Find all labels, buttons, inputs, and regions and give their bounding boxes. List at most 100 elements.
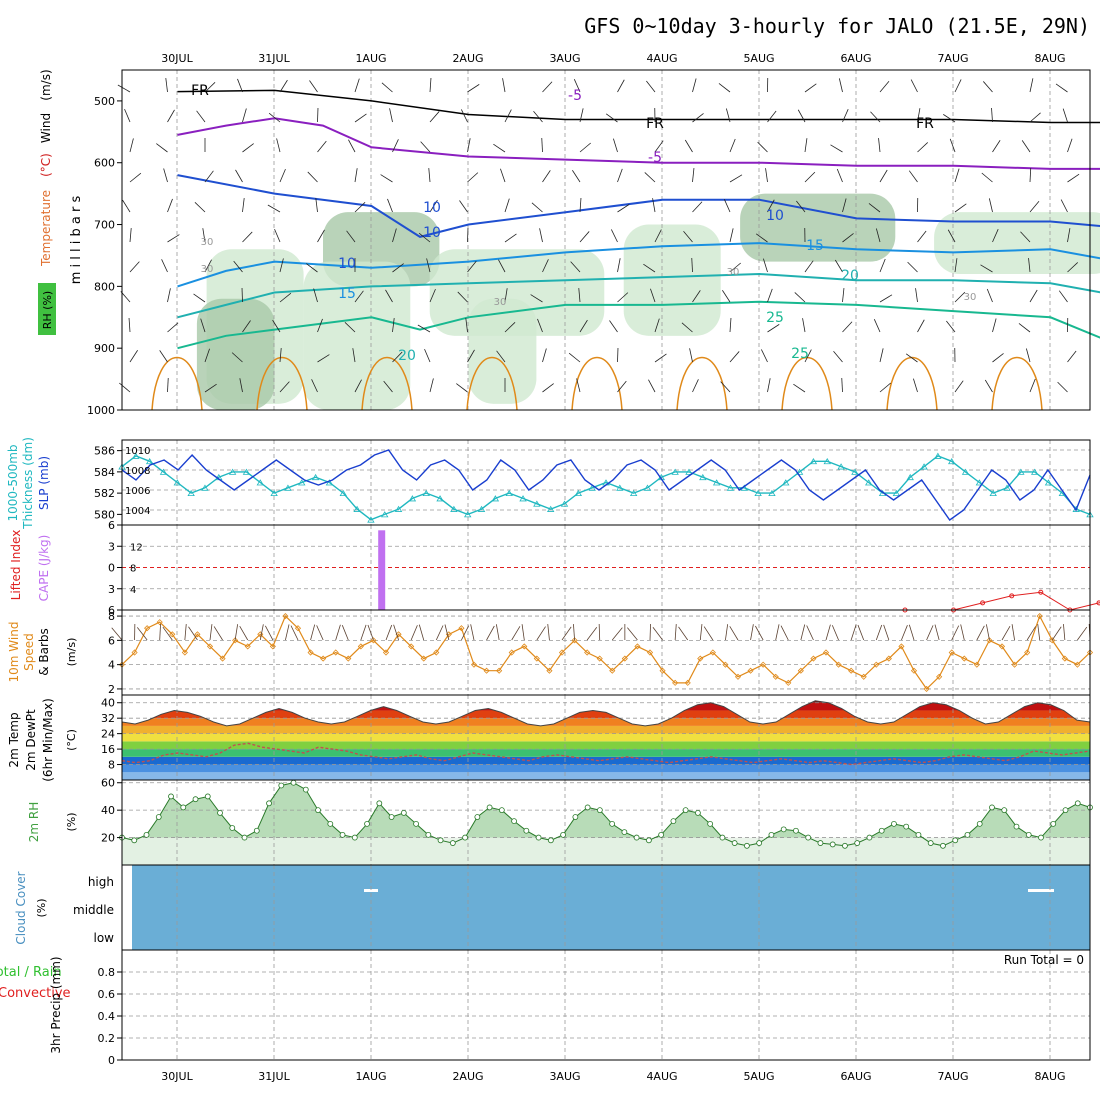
wind-speed-point (332, 649, 339, 656)
wind-barb (461, 109, 468, 123)
wind-barb (1062, 108, 1068, 123)
wind-barb (354, 290, 364, 303)
wind-barb (954, 291, 966, 303)
rh2m-point (351, 834, 358, 841)
surface-wind-barb (901, 625, 908, 641)
wind-barb (274, 228, 281, 243)
minmax-axis-label: (6hr Min/Max) (41, 698, 55, 782)
wind-barb (991, 108, 993, 123)
wind-speed-point (1011, 661, 1018, 668)
wind-barb (504, 233, 517, 243)
rh2m-point (878, 827, 885, 834)
surface-wind-barb (725, 624, 729, 641)
surface-wind-barb (586, 626, 598, 641)
surface-wind-barb (1077, 626, 1088, 641)
wind-barb (493, 143, 506, 153)
surface-wind-barb (435, 625, 444, 641)
date-label-bottom: 5AUG (743, 1070, 774, 1083)
cloud-cover-fill (132, 865, 1090, 950)
wind-barb (617, 168, 623, 183)
wind-barb (533, 111, 543, 123)
wind10m-speed-label: Speed (22, 633, 36, 671)
rh2m-point (498, 807, 505, 814)
cape-bar (378, 530, 386, 610)
wind-speed-point (294, 625, 302, 632)
temperature-line (121, 700, 1091, 727)
panel-frame-upper (121, 69, 1091, 411)
wind-barb (204, 348, 210, 363)
wind-barb (313, 288, 318, 303)
rh-shade (196, 298, 275, 410)
thickness-point (1030, 468, 1039, 475)
rh2m-point (596, 807, 603, 814)
wind-barb (1067, 262, 1079, 273)
panel-frame-wind (121, 609, 1091, 696)
wind-unit-label: (m/s) (39, 69, 53, 100)
wind-barb (905, 353, 918, 363)
rh2m-point (511, 818, 518, 825)
surface-wind-barb (627, 627, 638, 641)
wind-barb (613, 138, 618, 153)
wind-barb (579, 198, 582, 213)
wind-barb (1058, 290, 1068, 303)
wind-barb (729, 262, 741, 273)
surface-wind-barb (259, 624, 264, 641)
rh2m-point (535, 834, 542, 841)
wind-barb (129, 228, 132, 243)
precip-total-label: Total / Rain (0, 965, 62, 980)
thickness-point (546, 505, 555, 512)
wind-speed-point (998, 643, 1006, 650)
wind-speed-point (144, 625, 151, 632)
wind-speed-point (797, 667, 804, 674)
wind-barb (729, 174, 743, 183)
thickness-point (961, 468, 970, 475)
thickness-tick-label: 582 (94, 487, 115, 500)
thickness-point (533, 500, 541, 507)
contour-label: FR (646, 116, 664, 132)
wind-barb (617, 204, 630, 213)
thickness-point (284, 484, 292, 491)
rh2m-point (609, 820, 616, 827)
rh-legend-swatch (38, 283, 56, 335)
wind-barb (392, 139, 399, 153)
wind-barb (542, 383, 554, 393)
wind-barb (242, 198, 245, 213)
wind-barb (387, 198, 393, 213)
wind-speed-point (936, 673, 943, 680)
rh2m-point (168, 793, 174, 800)
thickness-point (1003, 484, 1011, 491)
rh2m-point (1001, 807, 1008, 814)
thickness-point (187, 489, 195, 497)
contour-label: 25 (791, 346, 809, 362)
wind-barb (392, 263, 404, 273)
wind-speed-point (546, 667, 553, 674)
surface-wind-barb (850, 624, 857, 641)
rh2m-point (560, 831, 567, 838)
wind-barb (1067, 173, 1080, 183)
thickness-tick-label: 586 (94, 445, 115, 458)
surface-wind-barb (290, 625, 299, 641)
wind-speed-point (408, 643, 415, 650)
wind-barb (793, 383, 806, 393)
wind-barb (279, 258, 284, 273)
wind-barb (467, 260, 477, 273)
wind-barb (648, 379, 656, 393)
wind-barb (723, 199, 731, 213)
rh2m-point (217, 810, 223, 816)
wind-tick-label: 2 (108, 683, 115, 696)
wind-barb (984, 379, 993, 393)
wind-barb (504, 198, 510, 213)
contour-label: 10 (423, 200, 441, 216)
thickness-point (1017, 468, 1025, 475)
lifted-tick-label: 3 (108, 583, 115, 596)
wind-speed-point (785, 679, 792, 686)
surface-wind-barb (857, 624, 865, 641)
thickness-point (256, 479, 264, 486)
wind-barb (946, 320, 956, 333)
wind-barb (392, 228, 397, 243)
rh2m-point (658, 831, 665, 838)
wind-speed-point (420, 655, 427, 662)
surface-wind-barb (883, 624, 890, 641)
wind-barb (537, 318, 543, 333)
